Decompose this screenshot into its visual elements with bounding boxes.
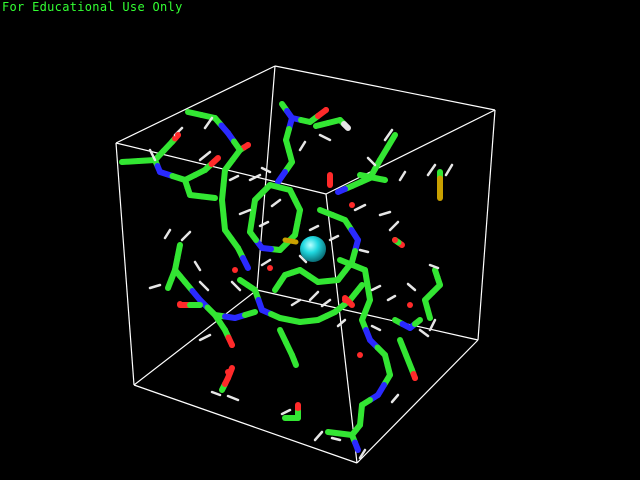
hydrogen-stick	[418, 328, 430, 338]
unit-cell-edge	[274, 65, 496, 111]
oxygen-atom	[267, 265, 273, 271]
hydrogen-stick	[210, 390, 222, 397]
watermark-text: For Educational Use Only	[2, 0, 183, 14]
hydrogen-stick	[308, 224, 320, 232]
bond-stick	[240, 255, 251, 271]
hydrogen-stick	[298, 254, 308, 264]
hydrogen-stick	[386, 294, 397, 302]
hydrogen-stick	[328, 234, 340, 242]
bond-stick	[272, 279, 283, 293]
bond-stick	[341, 121, 351, 131]
oxygen-atom	[295, 405, 301, 411]
bond-stick	[345, 298, 355, 308]
oxygen-atom	[175, 132, 181, 138]
hydrogen-stick	[444, 163, 454, 177]
hydrogen-stick	[390, 393, 400, 404]
hydrogen-stick	[398, 170, 407, 182]
hydrogen-stick	[148, 283, 162, 290]
oxygen-atom	[245, 142, 251, 148]
hydrogen-stick	[260, 166, 272, 174]
bond-stick	[335, 186, 348, 195]
hydrogen-stick	[198, 280, 210, 292]
hydrogen-stick	[280, 408, 292, 416]
hydrogen-stick	[290, 298, 302, 307]
hydrogen-stick	[148, 148, 157, 162]
hydrogen-stick	[388, 220, 400, 232]
hydrogen-stick	[198, 333, 212, 342]
hydrogen-stick	[320, 298, 332, 308]
bond-stick	[353, 282, 365, 296]
bond-stick	[275, 169, 288, 185]
unit-cell-edge	[115, 65, 276, 144]
oxygen-atom	[357, 352, 363, 358]
bond-stick	[249, 197, 258, 219]
hydrogen-stick	[318, 133, 332, 142]
hydrogen-stick	[370, 284, 382, 292]
hydrogen-stick	[308, 290, 320, 302]
hydrogen-stick	[163, 228, 172, 240]
oxygen-atom	[407, 302, 413, 308]
hydrogen-stick	[370, 324, 382, 332]
hydrogen-stick	[358, 248, 370, 254]
bond-stick	[412, 317, 423, 327]
oxygen-atom	[392, 237, 398, 243]
hydrogen-stick	[330, 436, 342, 442]
bond-stick	[242, 309, 258, 318]
hydrogen-stick	[366, 156, 377, 167]
bond-stick	[291, 357, 299, 368]
hydrogen-stick	[313, 430, 324, 442]
unit-cell-edge	[115, 142, 135, 386]
unit-cell-edge	[256, 65, 276, 291]
hydrogen-stick	[378, 210, 392, 217]
hydrogen-stick	[230, 280, 242, 292]
hydrogen-stick	[383, 128, 394, 142]
bond-stick	[199, 193, 218, 201]
unit-cell-edge	[325, 109, 496, 195]
hydrogen-stick	[193, 260, 202, 272]
unit-cell-edge	[133, 384, 358, 464]
unit-cell-edge	[133, 289, 258, 386]
hydrogen-stick	[203, 116, 214, 130]
bond-stick	[325, 429, 343, 437]
hydrogen-stick	[426, 163, 437, 177]
hydrogen-stick	[270, 198, 282, 208]
bond-stick	[208, 155, 221, 167]
hydrogen-stick	[238, 208, 252, 216]
hydrogen-stick	[228, 174, 240, 182]
hydrogen-stick	[198, 150, 212, 162]
central-ion-sphere[interactable]	[300, 236, 326, 262]
hydrogen-stick	[353, 203, 367, 212]
oxygen-atom	[232, 267, 238, 273]
hydrogen-stick	[428, 318, 437, 332]
oxygen-atom	[412, 375, 418, 381]
hydrogen-stick	[428, 263, 440, 270]
hydrogen-stick	[180, 230, 192, 242]
oxygen-atom	[323, 107, 329, 113]
unit-cell-edge	[256, 289, 479, 341]
unit-cell-edge	[477, 109, 496, 341]
hydrogen-stick	[258, 220, 270, 228]
hydrogen-stick	[298, 140, 307, 152]
oxygen-atom	[342, 297, 348, 303]
oxygen-atom	[229, 342, 235, 348]
oxygen-atom	[327, 175, 333, 181]
bond-stick	[369, 174, 388, 183]
hydrogen-stick	[336, 318, 347, 328]
hydrogen-stick	[248, 173, 262, 182]
oxygen-atom	[225, 369, 231, 375]
bond-stick	[424, 306, 433, 321]
bond-stick	[352, 439, 361, 453]
hydrogen-stick	[406, 282, 417, 292]
oxygen-atom	[177, 301, 183, 307]
hydrogen-stick	[226, 394, 240, 402]
hydrogen-stick	[260, 258, 272, 267]
unit-cell-edge	[356, 339, 479, 464]
oxygen-atom	[349, 202, 355, 208]
ion-coordination-bond	[282, 237, 299, 245]
bond-stick	[432, 267, 441, 281]
hydrogen-stick	[358, 448, 367, 460]
bond-stick	[165, 276, 175, 291]
